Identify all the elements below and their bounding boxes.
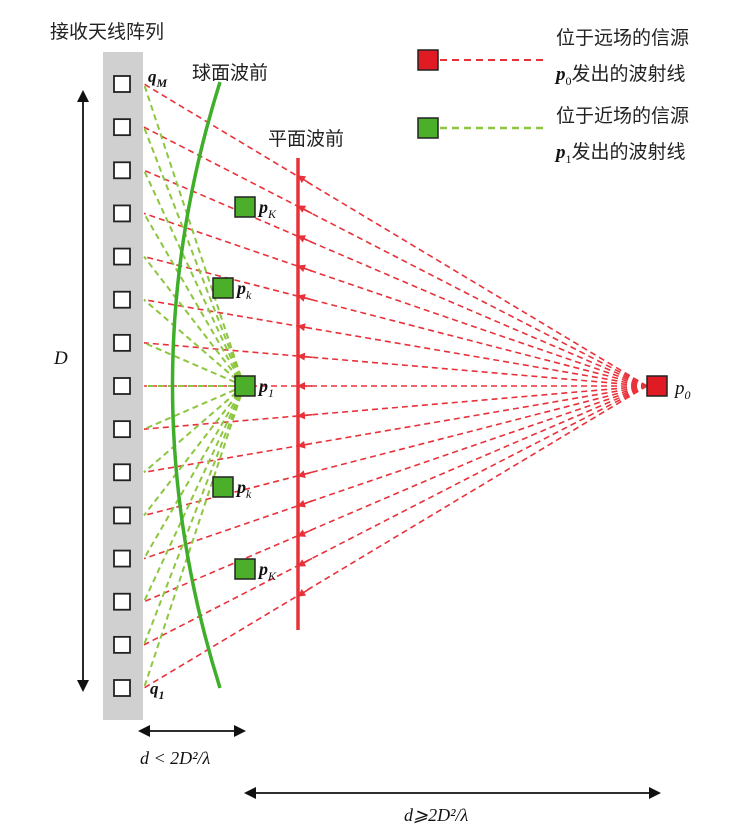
element-label-top: qM xyxy=(148,67,168,90)
far-ray-arrow xyxy=(297,293,313,302)
aperture-label: D xyxy=(53,348,68,369)
near-source-marker xyxy=(212,277,234,299)
far-ray-arrow xyxy=(297,499,313,508)
antenna-elements xyxy=(113,75,131,697)
far-ray xyxy=(143,169,648,387)
antenna-element xyxy=(113,506,131,525)
far-ray xyxy=(143,385,648,560)
near-ray xyxy=(143,385,245,474)
near-ray xyxy=(143,83,245,387)
far-ray xyxy=(143,385,648,430)
antenna-element xyxy=(113,333,131,352)
far-ray-arrow xyxy=(297,411,313,420)
far-ray-arrow xyxy=(297,235,313,244)
array-title: 接收天线阵列 xyxy=(50,21,164,43)
far-ray-arrow xyxy=(297,352,313,361)
far-ray xyxy=(143,83,648,387)
antenna-element xyxy=(113,377,131,395)
far-ray-arrow xyxy=(297,323,313,332)
near-field-rays xyxy=(143,83,245,689)
far-ray xyxy=(143,126,648,387)
far-ray-arrow xyxy=(297,264,313,273)
far-ray-arrow xyxy=(297,528,313,537)
far-ray xyxy=(143,385,648,689)
legend-near: 位于近场的信源 p1发出的波射线 xyxy=(417,105,689,166)
near-ray xyxy=(143,255,245,387)
near-source-label: pk xyxy=(235,477,252,501)
near-ray xyxy=(143,385,245,517)
far-ray-arrow xyxy=(297,440,313,449)
legend-near-line2: p1发出的波射线 xyxy=(554,141,686,166)
near-source-label: pk xyxy=(235,278,252,302)
spherical-wavefront-curve xyxy=(170,81,222,689)
far-ray xyxy=(143,385,648,474)
near-source-marker xyxy=(212,476,234,498)
near-ray xyxy=(143,385,245,560)
near-ray xyxy=(143,212,245,387)
far-ray-arrow xyxy=(297,586,313,597)
legend-near-line1: 位于近场的信源 xyxy=(556,105,689,127)
near-distance-label: d < 2D²/λ xyxy=(140,748,211,768)
far-ray-arrow xyxy=(297,175,313,186)
element-label-bottom: q1 xyxy=(150,679,165,702)
near-ray xyxy=(143,126,245,387)
legend-far-line2: p0发出的波射线 xyxy=(554,63,686,88)
antenna-element xyxy=(113,118,131,137)
far-ray xyxy=(143,255,648,387)
legend-near-swatch xyxy=(417,117,439,139)
legend-far-line1: 位于远场的信源 xyxy=(556,27,689,49)
far-ray xyxy=(143,298,648,387)
far-distance-label: d⩾2D²/λ xyxy=(404,805,468,825)
legend-far-swatch xyxy=(417,49,439,71)
near-source-marker xyxy=(234,558,256,580)
antenna-element xyxy=(113,549,131,568)
near-ray xyxy=(143,298,245,387)
near-source-label: pK xyxy=(257,197,277,221)
antenna-element xyxy=(113,290,131,309)
near-ray xyxy=(143,385,245,646)
far-ray xyxy=(143,385,648,603)
near-source-marker xyxy=(234,196,256,218)
antenna-element xyxy=(113,679,131,697)
far-ray-arrow xyxy=(297,557,313,567)
antenna-element xyxy=(113,161,131,180)
near-source-marker xyxy=(234,375,256,397)
antenna-element xyxy=(113,75,131,93)
plane-wavefront-label: 平面波前 xyxy=(268,128,344,150)
near-ray xyxy=(143,341,245,387)
antenna-element xyxy=(113,592,131,611)
antenna-element xyxy=(113,420,131,439)
antenna-element xyxy=(113,204,131,223)
far-ray-arrow xyxy=(297,470,313,479)
legend-far: 位于远场的信源 p0发出的波射线 xyxy=(417,27,689,88)
far-ray xyxy=(143,212,648,387)
antenna-element xyxy=(113,463,131,482)
near-ray xyxy=(143,385,245,689)
antenna-element xyxy=(113,635,131,654)
far-source-marker xyxy=(646,375,668,397)
far-ray-arrow xyxy=(297,205,313,215)
far-source-label: p0 xyxy=(673,378,691,402)
near-field-sources: pK pk p1 pk pK xyxy=(212,196,277,583)
far-ray xyxy=(143,385,648,646)
near-ray xyxy=(143,385,245,431)
near-source-label: p1 xyxy=(257,376,274,400)
antenna-element xyxy=(113,247,131,266)
spherical-wavefront-label: 球面波前 xyxy=(192,62,268,84)
near-source-label: pK xyxy=(257,559,277,583)
far-ray xyxy=(143,342,648,387)
